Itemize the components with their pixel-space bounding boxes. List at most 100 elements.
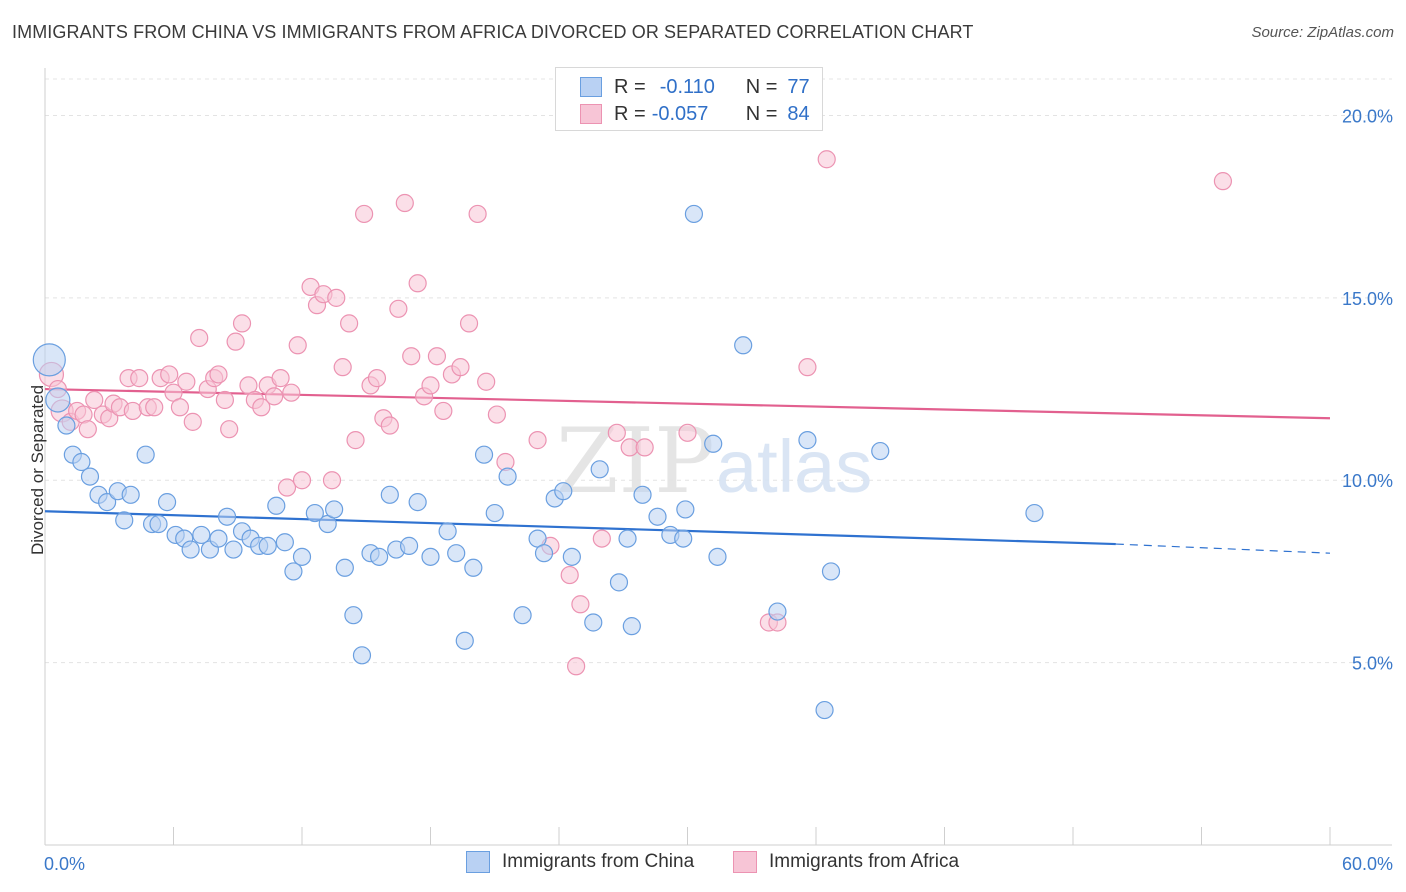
africa-point <box>560 565 579 585</box>
africa-point <box>389 299 408 318</box>
china-point <box>438 522 457 541</box>
africa-r-label: R = <box>614 102 646 125</box>
legend-africa-label: Immigrants from Africa <box>769 851 960 872</box>
china-point <box>708 547 727 566</box>
china-n-label: N = <box>745 75 778 98</box>
africa-point <box>798 358 817 377</box>
africa-swatch <box>580 104 602 124</box>
africa-point <box>340 314 359 333</box>
china-point <box>136 445 155 464</box>
china-point <box>684 204 704 224</box>
china-point <box>209 529 228 548</box>
china-r-label: R = <box>614 75 646 98</box>
africa-point <box>327 288 346 307</box>
africa-point <box>190 328 209 348</box>
china-point <box>370 547 389 566</box>
china-point <box>335 558 354 577</box>
china-swatch <box>580 77 602 97</box>
china-point <box>590 460 609 479</box>
china-point <box>121 485 140 504</box>
africa-point <box>170 398 190 417</box>
china-point <box>224 540 243 559</box>
china-point <box>32 343 66 377</box>
china-point <box>149 514 168 534</box>
china-point <box>352 646 372 665</box>
africa-point <box>367 369 387 388</box>
africa-point <box>346 431 365 450</box>
africa-point <box>282 383 301 402</box>
africa-point <box>123 401 142 421</box>
africa-point <box>292 471 312 490</box>
africa-point <box>265 387 284 406</box>
africa-point <box>678 423 697 442</box>
china-point <box>275 533 294 552</box>
africa-point <box>355 204 374 224</box>
africa-point <box>477 372 496 391</box>
x-tick-label: 60.0% <box>1342 854 1393 874</box>
stats-row-china: R = -0.110 N = 77 <box>580 74 810 100</box>
x-tick-label: 0.0% <box>44 854 85 874</box>
africa-point <box>528 431 547 450</box>
africa-point <box>78 420 97 439</box>
china-point <box>618 529 637 548</box>
legend-china-swatch <box>466 851 490 873</box>
china-point <box>821 562 841 581</box>
china-point <box>399 536 419 555</box>
africa-point <box>1213 172 1233 191</box>
china-point <box>584 613 603 632</box>
africa-point <box>145 398 164 417</box>
china-point <box>344 606 363 625</box>
africa-point <box>607 423 626 442</box>
y-tick-label: 20.0% <box>1342 106 1393 126</box>
africa-point <box>434 401 453 421</box>
china-point <box>498 467 517 486</box>
china-r-value: -0.110 <box>659 75 715 98</box>
china-point <box>734 336 753 355</box>
africa-point <box>571 595 590 614</box>
china-point <box>798 431 817 450</box>
watermark-atlas: atlas <box>716 425 872 508</box>
legend-item-africa: Immigrants from Africa <box>733 851 959 873</box>
africa-point <box>408 274 427 293</box>
africa-point <box>421 376 440 395</box>
y-axis-title: Divorced or Separated <box>28 384 47 556</box>
africa-point <box>395 193 414 213</box>
africa-point <box>333 358 352 377</box>
africa-point <box>635 438 654 457</box>
africa-point <box>209 365 228 384</box>
africa-point <box>177 372 196 391</box>
china-point <box>217 507 237 526</box>
data-points <box>32 150 1233 720</box>
china-point <box>305 503 324 523</box>
africa-point <box>220 420 239 439</box>
china-point <box>485 503 504 523</box>
legend-china-label: Immigrants from China <box>502 851 695 872</box>
africa-point <box>252 398 271 417</box>
china-point <box>464 558 483 577</box>
china-point <box>421 547 440 566</box>
axes <box>44 68 1392 846</box>
stats-row-africa: R = -0.057 N = 84 <box>580 101 810 127</box>
china-n-value: 77 <box>787 75 810 98</box>
africa-point <box>130 369 149 388</box>
stats-legend: R = -0.110 N = 77 R = -0.057 N = 84 <box>555 67 823 131</box>
china-point <box>292 547 312 566</box>
chart-title: IMMIGRANTS FROM CHINA VS IMMIGRANTS FROM… <box>12 22 974 42</box>
africa-point <box>232 314 252 333</box>
china-point <box>45 387 71 413</box>
china-point <box>115 511 134 530</box>
china-point <box>267 496 286 515</box>
china-point <box>562 547 581 566</box>
china-point <box>455 631 474 650</box>
china-point <box>871 441 890 461</box>
legend-africa-swatch <box>733 851 757 873</box>
africa-r-value: -0.057 <box>651 102 709 125</box>
trend-line-china-extension <box>1115 543 1331 554</box>
china-point <box>325 500 344 519</box>
grid-lines <box>45 78 1392 664</box>
china-point <box>1025 503 1044 523</box>
africa-point <box>271 369 290 388</box>
africa-point <box>459 314 479 333</box>
africa-point <box>468 204 487 224</box>
africa-point <box>183 412 202 431</box>
